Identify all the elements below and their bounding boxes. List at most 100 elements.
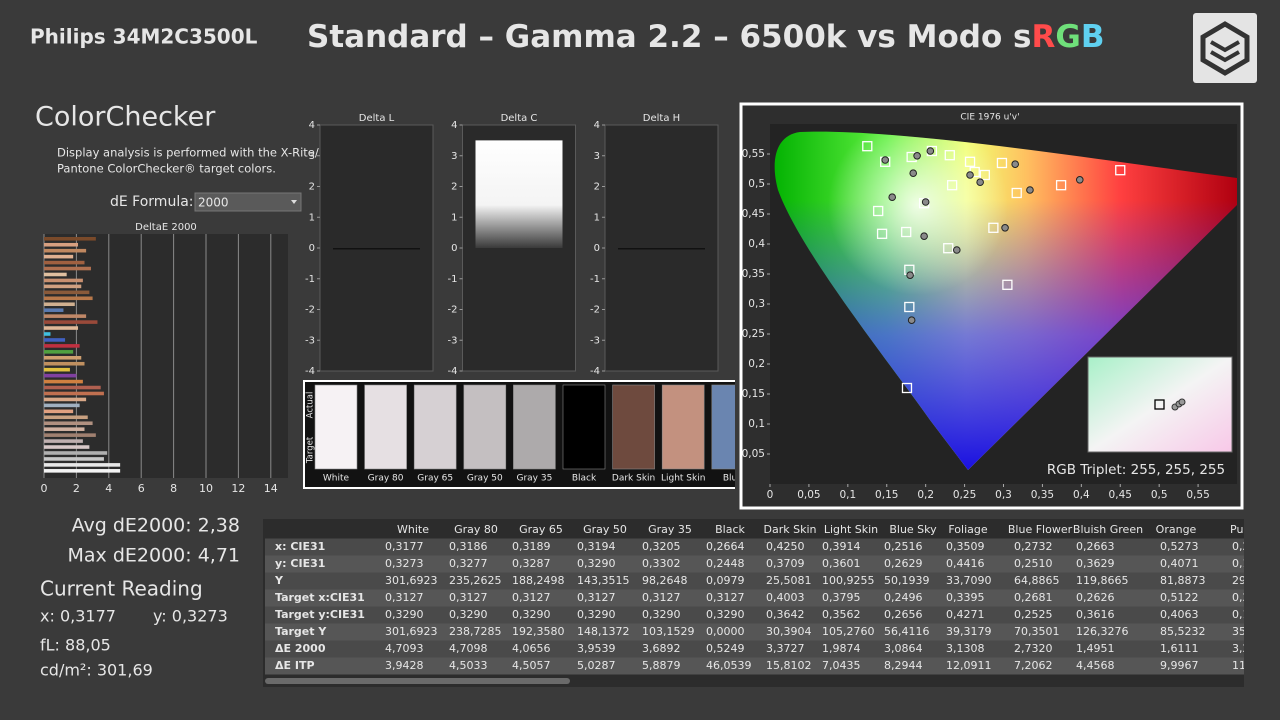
table-cell: 0,192	[1232, 608, 1264, 621]
table-row	[265, 572, 1244, 590]
actual-marker	[1001, 224, 1009, 232]
table-cell: 0,2663	[1076, 540, 1115, 553]
table-cell: 0,3287	[512, 557, 551, 570]
table-cell: 0,2626	[1076, 591, 1115, 604]
row-label: ΔE 2000	[275, 642, 326, 655]
swatch-label: Gray 35	[516, 474, 552, 484]
row-label: y: CIE31	[275, 557, 325, 570]
table-cell: 0,3177	[385, 540, 424, 553]
bar	[44, 248, 87, 253]
scrollbar	[265, 678, 570, 684]
table-cell: 0,3290	[449, 608, 488, 621]
table-cell: 64,8865	[1014, 574, 1060, 587]
table-cell: 0,4071	[1160, 557, 1199, 570]
formula-dropdown[interactable]	[194, 192, 302, 212]
y-tick-label: 4	[594, 120, 600, 131]
table-cell: 0,2448	[706, 557, 745, 570]
table-cell: 105,2760	[822, 625, 875, 638]
swatch-label: White	[323, 474, 350, 484]
x-tick-label: 0,55	[1186, 489, 1209, 501]
table-cell: 4,7098	[449, 642, 488, 655]
bar	[44, 397, 87, 402]
table-cell: 0,2510	[1014, 557, 1053, 570]
x-tick-label: 12	[231, 482, 245, 495]
table-cell: 0,3395	[946, 591, 985, 604]
column-header: Gray 65	[519, 523, 563, 536]
y-tick-label: 0,05	[742, 448, 765, 460]
table-cell: 3,9428	[385, 659, 424, 672]
table-cell: 0,3795	[822, 591, 861, 604]
bar	[44, 254, 74, 259]
bar	[44, 445, 90, 449]
column-header: Orange	[1156, 523, 1197, 536]
x-tick-label: 0,35	[1031, 489, 1054, 501]
table-cell: 85,5232	[1160, 625, 1206, 638]
table-cell: 46,0539	[706, 659, 752, 672]
swatch	[364, 384, 407, 470]
swatch	[314, 384, 358, 470]
table-cell: 3,9539	[577, 642, 616, 655]
swatch	[711, 384, 735, 470]
table-cell: 0,3127	[385, 591, 424, 604]
table-cell: 0,3509	[946, 540, 985, 553]
target-marker	[862, 141, 873, 152]
actual-marker	[906, 271, 914, 280]
x-tick-label: 2	[73, 482, 80, 495]
x-tick-label: 8	[170, 482, 177, 495]
target-marker	[901, 382, 913, 394]
x-tick-label: 0,15	[875, 489, 898, 501]
formula-value: 2000	[198, 196, 229, 210]
table-cell: 4,5057	[512, 659, 551, 672]
plot-area	[44, 234, 288, 478]
table-cell: 29,59	[1232, 574, 1264, 587]
swatch	[413, 384, 457, 470]
column-header: Gray 50	[583, 523, 627, 536]
actual-marker	[1075, 176, 1084, 184]
bar	[44, 427, 85, 431]
swatches: White Gray 80 Gray 65 Gray 50 Gray 35 Black Da…	[314, 384, 735, 484]
table-row	[265, 657, 1244, 675]
actual-marker	[909, 169, 918, 177]
table-row	[265, 589, 1244, 607]
content: Philips 34M2C3500L Standard – Gamma 2.2 –…	[30, 19, 1264, 687]
bar	[44, 338, 66, 342]
y-tick-label: -4	[305, 366, 315, 377]
y-tick-label: 0	[594, 243, 600, 254]
table-cell: 0,4250	[766, 540, 805, 553]
table-cell: 5,8879	[642, 659, 681, 672]
bar	[44, 350, 74, 354]
swatch-label: Light Skin	[661, 474, 705, 484]
target-marker	[1115, 165, 1126, 176]
table-cell: 0,4003	[766, 591, 805, 604]
bar	[44, 415, 88, 420]
x-tick-label: 0,1	[839, 489, 856, 501]
bar	[44, 463, 121, 467]
swatch	[562, 384, 606, 470]
y-tick-label: 0	[451, 243, 457, 254]
y-tick-label: 2	[309, 182, 315, 193]
table-cell: 0,3616	[1076, 608, 1115, 621]
y-tick-label: -4	[590, 366, 600, 377]
bar	[44, 308, 64, 312]
x-tick-label: 0,25	[953, 489, 976, 501]
y-tick-label: 4	[451, 120, 457, 131]
y-tick-label: -1	[590, 274, 600, 285]
target-marker	[1011, 187, 1022, 199]
table-row	[265, 640, 1244, 658]
bar	[44, 457, 104, 461]
table-row	[265, 606, 1244, 624]
x-tick-label: 6	[138, 482, 145, 495]
y-tick-label: 0,35	[742, 268, 765, 280]
y-tick-label: -4	[448, 366, 458, 377]
table-cell: 0,3290	[642, 608, 681, 621]
bar	[475, 140, 563, 248]
y-tick-label: 0,3	[748, 298, 765, 310]
x-tick-label: 4	[105, 482, 112, 495]
table-cell: 0,3127	[642, 591, 681, 604]
y-tick-label: -3	[448, 335, 458, 346]
table-cell: 50,1939	[884, 574, 930, 587]
table-cell: 3,204	[1232, 642, 1264, 655]
page-title: Standard – Gamma 2.2 – 6500k vs Modo sRG…	[307, 19, 1104, 55]
table-cell: 119,8665	[1076, 574, 1129, 587]
x-tick-label: 0,2	[917, 489, 934, 501]
